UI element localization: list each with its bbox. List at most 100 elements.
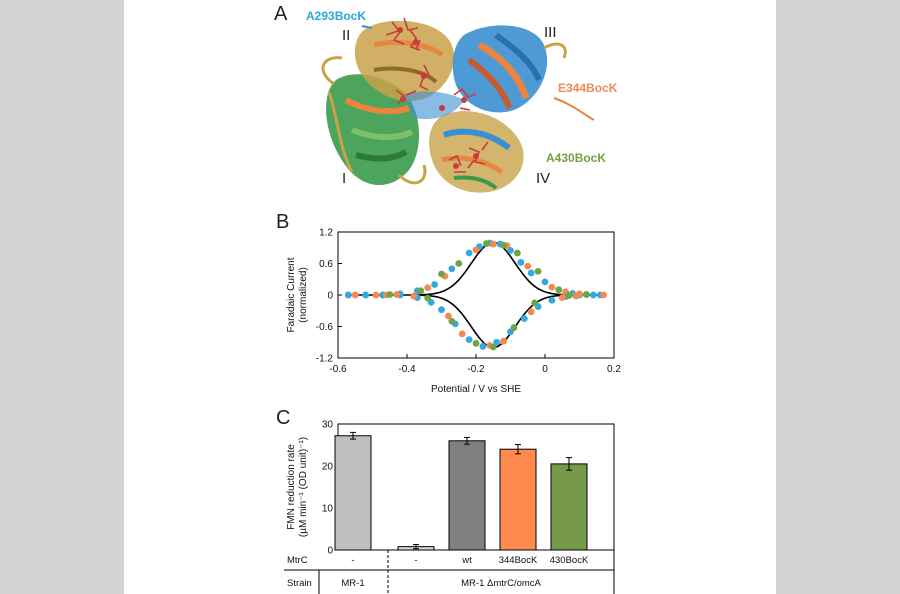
panel-b-point-series-3 xyxy=(583,291,590,298)
panel-b-point-series-2 xyxy=(572,292,580,300)
panel-b-point-series-3 xyxy=(455,260,463,267)
panel-c-y-tick-label: 10 xyxy=(322,504,334,515)
panel-b-y-tick-label: 0 xyxy=(327,291,333,302)
domain-label-iii: III xyxy=(544,24,557,41)
panel-b-point-series-3 xyxy=(438,270,445,278)
panel-b-y-axis-label: Faradaic Current xyxy=(286,257,297,332)
panel-b-x-axis-label: Potential / V vs SHE xyxy=(431,384,521,395)
panel-c-y-tick-label: 0 xyxy=(327,546,333,557)
panel-c-y-axis-label: FMN reduction rate xyxy=(286,444,297,530)
panel-c-category-label: 430BocK xyxy=(550,555,589,566)
domain-label-i: I xyxy=(342,170,346,187)
panel-b-point-series-1 xyxy=(493,338,501,346)
panel-b-point-series-3 xyxy=(482,240,490,247)
panel-b-point-series-1 xyxy=(465,336,473,344)
panel-b-point-series-1 xyxy=(438,306,445,314)
panel-b-point-series-3 xyxy=(565,292,573,299)
mutation-label-a293bock: A293BocK xyxy=(306,9,366,23)
panel-b-point-series-3 xyxy=(500,241,507,249)
panel-c-bar xyxy=(334,435,372,551)
panel-b-point-series-2 xyxy=(424,284,432,292)
panel-b-x-tick-label: 0.2 xyxy=(607,364,621,375)
panel-c-bar-chart: C 0 10 20 30 MtrC Strain MR-1 MR-1 ΔmtrC/om… xyxy=(276,407,615,594)
panel-b-point-series-3 xyxy=(424,294,432,302)
panel-b-point-series-2 xyxy=(445,312,452,320)
domain-label-iv: IV xyxy=(536,170,550,187)
panel-c-strain-mutant: MR-1 ΔmtrC/omcA xyxy=(461,578,541,589)
panel-b-x-tick-label: -0.6 xyxy=(329,364,347,375)
panel-b-point-series-2 xyxy=(558,294,566,302)
panel-b-point-series-1 xyxy=(465,249,473,257)
panel-b-point-series-3 xyxy=(531,299,539,307)
panel-c-bar xyxy=(448,440,486,551)
panel-b-point-series-1 xyxy=(589,291,597,299)
panel-c-y-axis-label-units: (µM min⁻¹ (OD unit)⁻¹) xyxy=(298,437,309,537)
panel-b-point-series-1 xyxy=(431,281,438,288)
panel-b-point-series-2 xyxy=(458,330,466,338)
panel-b-point-series-3 xyxy=(514,249,521,257)
panel-b-point-series-1 xyxy=(517,259,525,266)
panel-b-point-series-3 xyxy=(472,339,480,347)
panel-c-bars xyxy=(334,431,588,551)
panel-b-data-points xyxy=(344,239,608,351)
mutation-label-e344bock: E344BocK xyxy=(558,81,618,95)
protein-structure-illustration xyxy=(321,17,595,193)
panel-b-point-series-1 xyxy=(541,278,549,286)
mutation-label-a430bock: A430BocK xyxy=(546,151,606,165)
panel-c-letter: C xyxy=(276,407,290,429)
panel-b-point-series-2 xyxy=(600,291,608,299)
panel-b-point-series-2 xyxy=(548,283,556,291)
panel-b-y-tick-label: 1.2 xyxy=(319,228,333,239)
panel-b-point-series-3 xyxy=(448,317,456,325)
panel-b-x-tick-label: -0.2 xyxy=(467,364,485,375)
panel-b-point-series-2 xyxy=(393,291,401,298)
panel-a-structure: A xyxy=(274,3,618,193)
panel-c-bar xyxy=(499,448,537,551)
panel-b-point-series-3 xyxy=(386,291,394,298)
panel-b-point-series-3 xyxy=(510,324,518,331)
panel-b-letter: B xyxy=(276,211,289,233)
panel-b-point-series-3 xyxy=(417,287,425,295)
panel-c-row-label-mtrc: MtrC xyxy=(287,555,308,566)
figure-canvas: A xyxy=(274,3,621,594)
panel-c-category-label: - xyxy=(414,555,417,566)
panel-b-y-axis-label-units: (normalized) xyxy=(298,267,309,323)
panel-c-y-tick-label: 20 xyxy=(322,462,334,473)
panel-b-point-series-2 xyxy=(489,240,497,248)
panel-c-category-label: - xyxy=(351,555,354,566)
panel-b-point-series-2 xyxy=(372,291,380,299)
panel-c-bar xyxy=(550,463,588,551)
panel-b-point-series-1 xyxy=(362,291,369,299)
panel-b-point-series-3 xyxy=(534,267,542,275)
panel-c-category-label: 344BocK xyxy=(499,555,538,566)
panel-b-point-series-2 xyxy=(472,246,480,254)
panel-b-voltammogram: B -0.6 -0.4 -0.2 0 0.21.20.60-0.6-1.2 Potent… xyxy=(276,211,621,395)
panel-a-letter: A xyxy=(274,3,288,25)
domain-label-ii: II xyxy=(342,27,350,44)
panel-b-x-tick-label: 0 xyxy=(542,364,548,375)
panel-b-point-series-1 xyxy=(479,343,487,350)
panel-c-category-label: wt xyxy=(461,555,472,566)
panel-b-axes: -0.6 -0.4 -0.2 0 0.21.20.60-0.6-1.2 xyxy=(316,228,622,376)
panel-b-point-series-1 xyxy=(527,269,535,277)
panel-b-point-series-1 xyxy=(344,291,352,299)
panel-c-strain-mr1: MR-1 xyxy=(341,578,364,589)
panel-b-point-series-2 xyxy=(527,308,535,316)
panel-c-row-label-strain: Strain xyxy=(287,578,312,589)
panel-b-point-series-2 xyxy=(524,262,532,270)
panel-b-point-series-1 xyxy=(520,315,528,323)
panel-b-point-series-2 xyxy=(410,292,418,300)
panel-b-point-series-2 xyxy=(500,337,507,345)
panel-b-x-tick-label: -0.4 xyxy=(398,364,416,375)
panel-b-y-tick-label: -0.6 xyxy=(316,322,334,333)
panel-b-point-series-1 xyxy=(448,265,456,273)
panel-b-point-series-2 xyxy=(351,291,359,299)
panel-c-y-tick-label: 30 xyxy=(322,420,334,431)
panel-b-point-series-1 xyxy=(548,296,556,304)
panel-b-point-series-3 xyxy=(489,343,497,351)
panel-b-point-series-1 xyxy=(507,246,514,254)
figure: A xyxy=(124,0,776,594)
panel-b-point-series-3 xyxy=(555,286,563,294)
panel-b-y-tick-label: 0.6 xyxy=(319,259,333,270)
panel-c-category-labels: - - wt 344BocK 430BocK xyxy=(351,555,589,566)
